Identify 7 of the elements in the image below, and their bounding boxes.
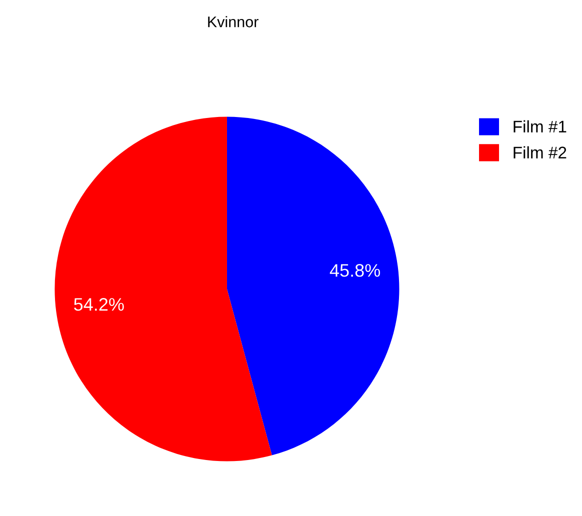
- chart-title: Kvinnor: [208, 16, 258, 28]
- data-label: 45.8%: [330, 264, 380, 277]
- legend-label: Film #1: [514, 120, 566, 132]
- legend-label: Film #2: [514, 146, 566, 158]
- pie-slice: [226, 116, 400, 456]
- pie-slice: [54, 116, 272, 462]
- data-label: 54.2%: [74, 298, 124, 311]
